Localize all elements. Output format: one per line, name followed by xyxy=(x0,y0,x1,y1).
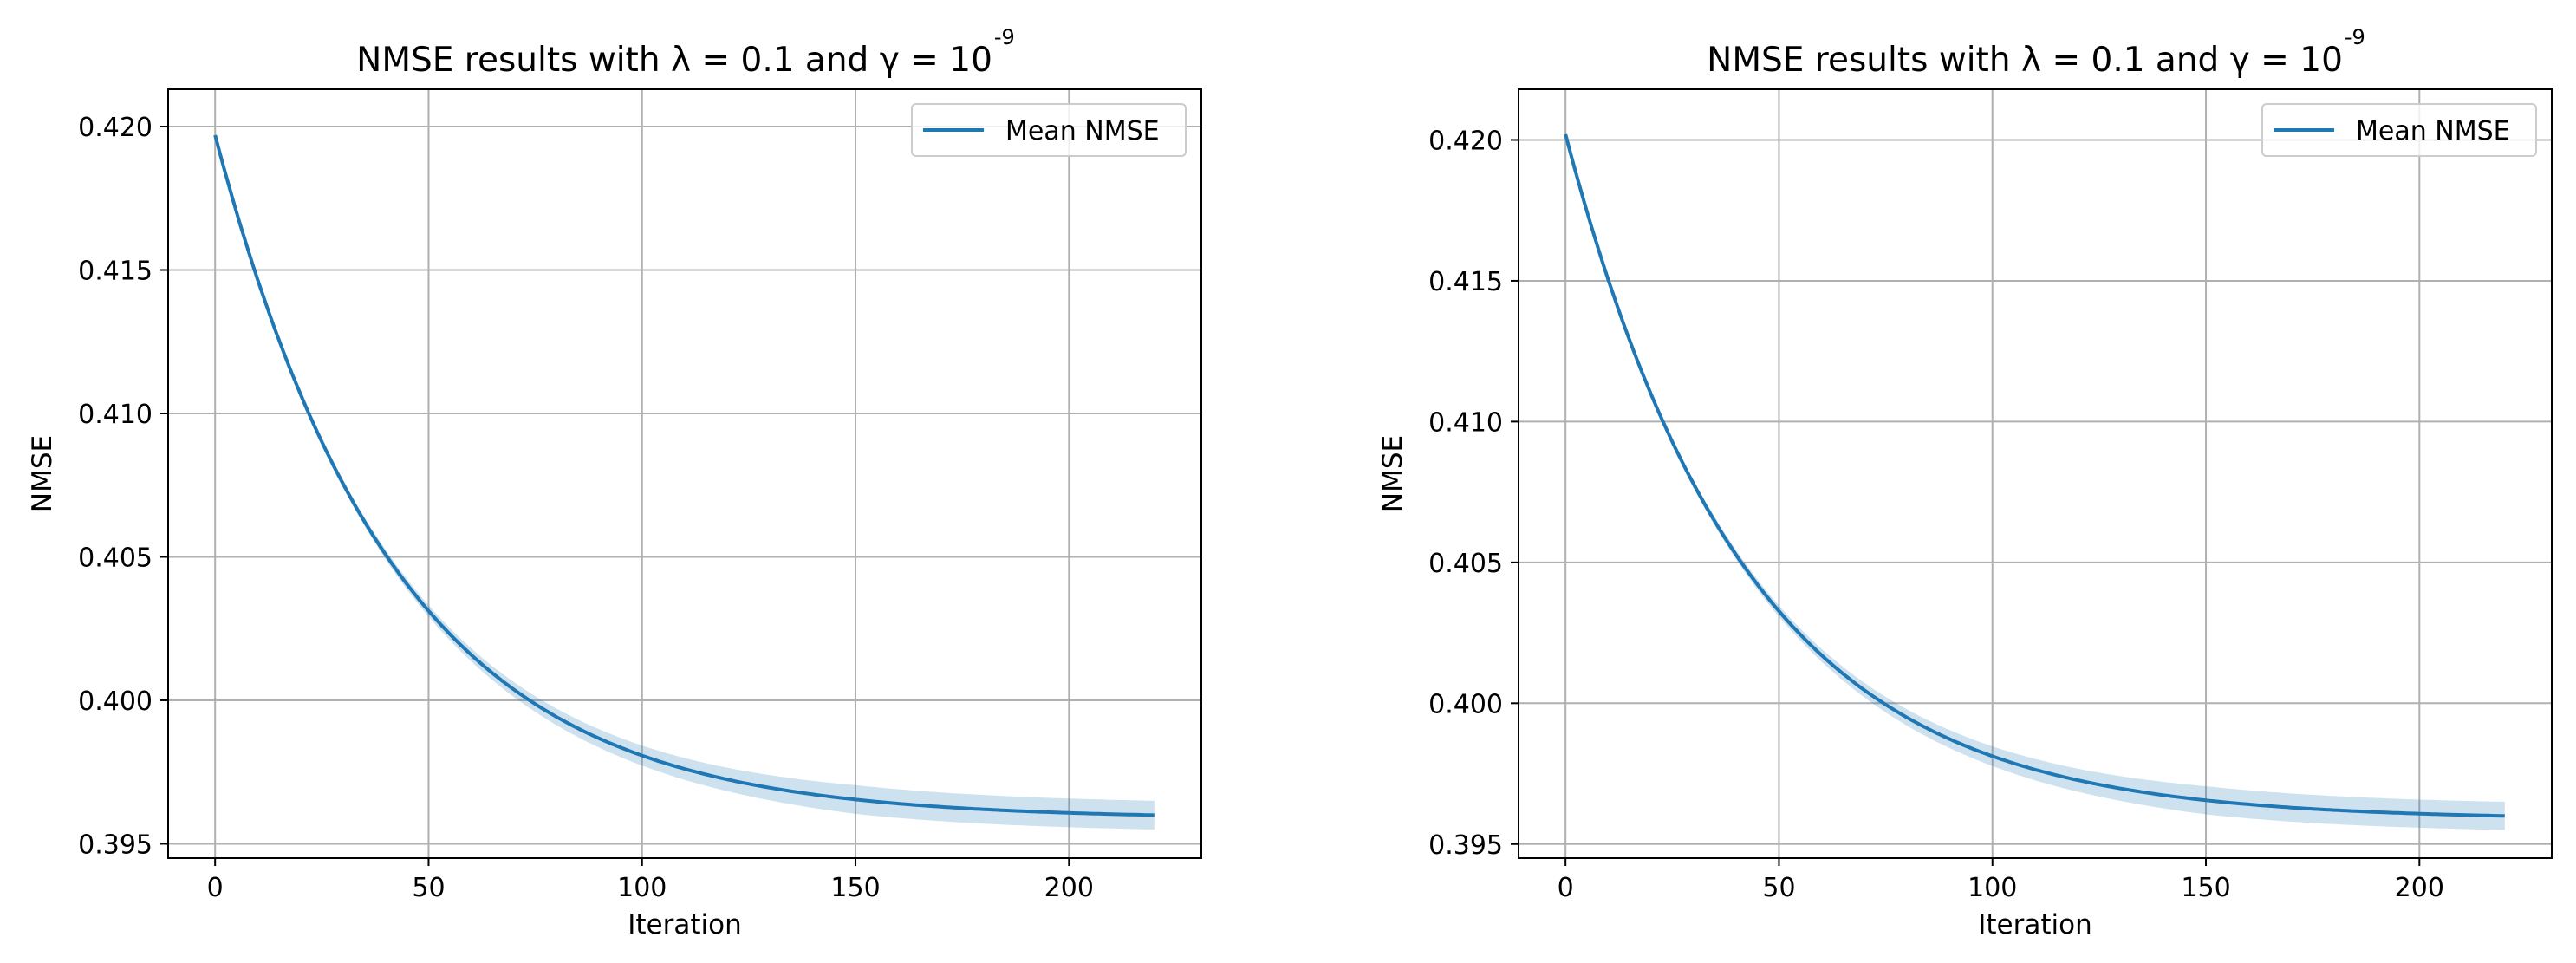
x-tick-label: 0 xyxy=(207,873,224,903)
x-tick-label: 100 xyxy=(617,873,667,903)
y-tick-label: 0.410 xyxy=(1428,407,1503,438)
y-axis-label: NMSE xyxy=(27,435,58,512)
y-tick-label: 0.405 xyxy=(78,543,153,573)
y-tick-label: 0.395 xyxy=(1428,830,1503,861)
x-tick-label: 100 xyxy=(1968,873,2017,903)
y-tick-label: 0.415 xyxy=(1428,267,1503,297)
x-tick-labels: 0 50 100 150 200 xyxy=(1558,873,2444,903)
y-tick-label: 0.400 xyxy=(1428,689,1503,719)
chart-title-superscript: -9 xyxy=(2345,25,2365,49)
x-tick-label: 150 xyxy=(830,873,880,903)
y-tick-label: 0.405 xyxy=(1428,549,1503,579)
axes-frame xyxy=(1518,88,2553,859)
y-tick-labels: 0.395 0.400 0.405 0.410 0.415 0.420 xyxy=(1428,126,1503,860)
y-tick-label: 0.420 xyxy=(1428,126,1503,156)
x-axis-label: Iteration xyxy=(1978,909,2092,940)
legend: Mean NMSE xyxy=(911,103,1187,157)
y-tick-label: 0.400 xyxy=(78,686,153,717)
y-tick-labels: 0.395 0.400 0.405 0.410 0.415 0.420 xyxy=(78,113,153,860)
legend: Mean NMSE xyxy=(2261,103,2537,157)
x-tick-label: 50 xyxy=(1762,873,1795,903)
x-tick-label: 0 xyxy=(1558,873,1574,903)
confidence-band xyxy=(215,133,1155,830)
x-tick-label: 200 xyxy=(1044,873,1094,903)
confidence-band xyxy=(1565,133,2505,830)
y-tick-label: 0.410 xyxy=(78,400,153,430)
x-tick-label: 200 xyxy=(2395,873,2444,903)
y-tick-label: 0.415 xyxy=(78,257,153,287)
legend-frame xyxy=(2261,103,2537,157)
legend-frame xyxy=(911,103,1187,157)
y-axis-label: NMSE xyxy=(1377,435,1408,512)
y-tick-label: 0.420 xyxy=(78,113,153,143)
mean-nmse-line xyxy=(213,134,1155,817)
legend-label: Mean NMSE xyxy=(2356,116,2510,146)
left-subplot: 0 50 100 150 200 0.395 0.400 0.405 0.410… xyxy=(27,25,1202,940)
y-tick-label: 0.395 xyxy=(78,830,153,860)
x-tick-labels: 0 50 100 150 200 xyxy=(207,873,1094,903)
right-subplot: 0 50 100 150 200 0.395 0.400 0.405 0.410… xyxy=(1377,25,2553,940)
x-tick-label: 150 xyxy=(2181,873,2230,903)
chart-title: NMSE results with λ = 0.1 and γ = 10 xyxy=(1707,41,2343,80)
axes-frame xyxy=(167,88,1202,859)
x-axis-label: Iteration xyxy=(628,909,742,940)
legend-label: Mean NMSE xyxy=(1005,116,1160,146)
chart-title: NMSE results with λ = 0.1 and γ = 10 xyxy=(356,41,992,80)
chart-title-superscript: -9 xyxy=(994,25,1015,49)
mean-nmse-line xyxy=(1564,133,2505,818)
x-tick-label: 50 xyxy=(412,873,445,903)
